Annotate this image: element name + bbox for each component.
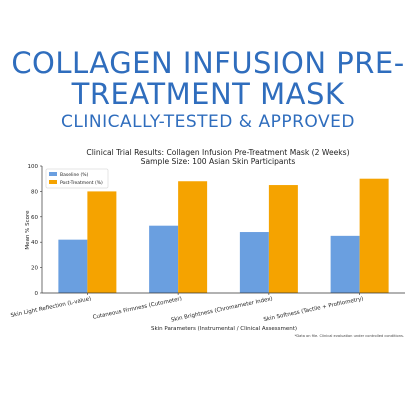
y-axis-label: Mean % Score	[25, 210, 31, 250]
post-treatment-bar	[268, 185, 298, 293]
chart-subtitle: Sample Size: 100 Asian Skin Participants	[141, 157, 296, 166]
x-tick-label: Skin Light Reflection (L-value)	[10, 296, 92, 319]
y-tick-label: 40	[31, 240, 38, 246]
footnote: *Data on file. Clinical evaluation under…	[295, 334, 404, 338]
y-tick-label: 20	[31, 266, 38, 272]
legend-label: Post-Treatment (%)	[60, 180, 103, 186]
baseline-bar	[239, 232, 269, 293]
legend-box	[45, 168, 109, 189]
baseline-bar	[330, 235, 360, 293]
y-tick-label: 80	[31, 189, 38, 195]
y-tick-label: 100	[28, 164, 39, 170]
legend-swatch	[49, 180, 57, 184]
chart-title: Clinical Trial Results: Collagen Infusio…	[86, 148, 349, 157]
y-tick-label: 60	[31, 215, 38, 221]
y-tick-label: 0	[35, 291, 39, 297]
x-tick-label: Skin Brightness (Chromameter Index)	[171, 296, 274, 323]
legend-swatch	[49, 172, 57, 176]
headline-line-2: TREATMENT MASK	[71, 77, 345, 111]
legend-label: Baseline (%)	[60, 172, 89, 178]
x-tick-label: Cutaneous Firmness (Cutometer)	[92, 296, 182, 321]
headline-line-1: COLLAGEN INFUSION PRE-	[11, 46, 405, 80]
x-axis-label: Skin Parameters (Instrumental / Clinical…	[151, 326, 297, 332]
baseline-bar	[149, 225, 179, 293]
post-treatment-bar	[178, 181, 208, 293]
headline-subtitle: CLINICALLY-TESTED & APPROVED	[61, 112, 355, 132]
post-treatment-bar	[87, 191, 117, 293]
x-tick-label: Skin Softness (Tactile + Profilometry)	[263, 296, 364, 323]
post-treatment-bar	[359, 178, 389, 293]
baseline-bar	[58, 239, 88, 293]
